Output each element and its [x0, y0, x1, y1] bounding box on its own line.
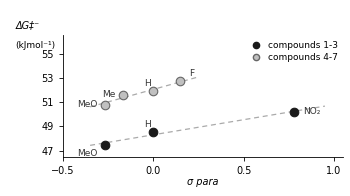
Text: MeO: MeO: [77, 149, 97, 158]
Point: [177, 80, 183, 83]
Point: [120, 93, 125, 96]
Text: MeO: MeO: [77, 100, 97, 109]
Point: [150, 90, 156, 93]
Text: ΔG‡⁻: ΔG‡⁻: [15, 20, 40, 30]
Point: [102, 103, 107, 106]
Text: H: H: [145, 120, 151, 129]
Legend: compounds 1-3, compounds 4-7: compounds 1-3, compounds 4-7: [246, 40, 338, 63]
Text: NO₂: NO₂: [303, 107, 321, 116]
Point: [102, 143, 107, 146]
Text: H: H: [145, 79, 151, 88]
Point: [292, 110, 297, 113]
Text: F: F: [189, 69, 195, 78]
Text: Me: Me: [102, 90, 116, 99]
Point: [150, 131, 156, 134]
Text: (kJmol⁻¹): (kJmol⁻¹): [15, 41, 56, 50]
X-axis label: σ para: σ para: [187, 177, 219, 187]
